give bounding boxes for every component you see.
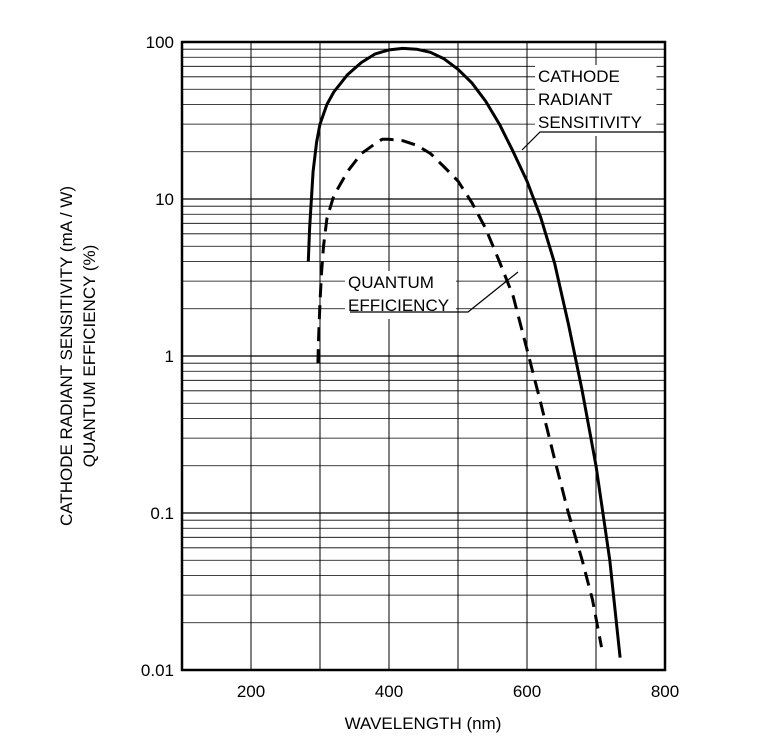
annotation-leader-line	[350, 271, 519, 313]
y-axis-title-line-2: QUANTUM EFFICIENCY (%)	[80, 245, 99, 468]
y-axis-title-line-1: CATHODE RADIANT SENSITIVITY (mA / W)	[57, 186, 76, 526]
annotation-backdrop	[345, 271, 456, 319]
y-tick-label: 10	[155, 190, 174, 209]
cathode-annotation: CATHODE RADIANT SENSITIVITY	[521, 65, 664, 151]
annotation-text: EFFICIENCY	[348, 296, 449, 315]
x-tick-label: 400	[375, 682, 403, 701]
quantum-efficiency-curve	[316, 137, 603, 648]
y-tick-label: 0.1	[150, 504, 174, 523]
quantum-annotation: QUANTUM EFFICIENCY	[345, 271, 519, 319]
y-tick-label: 100	[146, 33, 174, 52]
plot-frame	[180, 40, 667, 672]
cathode-sensitivity-curve	[306, 46, 622, 658]
x-tick-label: 800	[651, 682, 679, 701]
series-group	[306, 46, 622, 658]
tick-labels: 200 400 600 800 100 10 1 0.1 0.01	[141, 33, 679, 701]
annotation-text: CATHODE	[538, 67, 620, 86]
x-axis-title: WAVELENGTH (nm)	[345, 714, 502, 733]
x-tick-label: 200	[237, 682, 265, 701]
y-tick-label: 1	[165, 347, 174, 366]
annotations: CATHODE RADIANT SENSITIVITY QUANTUM EFFICIEN…	[345, 65, 664, 319]
annotation-text: QUANTUM	[348, 273, 434, 292]
annotation-leader-line	[521, 131, 664, 151]
annotation-text: SENSITIVITY	[538, 113, 642, 132]
annotation-text: RADIANT	[538, 90, 613, 109]
grid	[182, 42, 665, 670]
y-tick-label: 0.01	[141, 661, 174, 680]
annotation-backdrop	[535, 65, 657, 136]
plot-border	[180, 40, 667, 672]
x-tick-label: 600	[513, 682, 541, 701]
